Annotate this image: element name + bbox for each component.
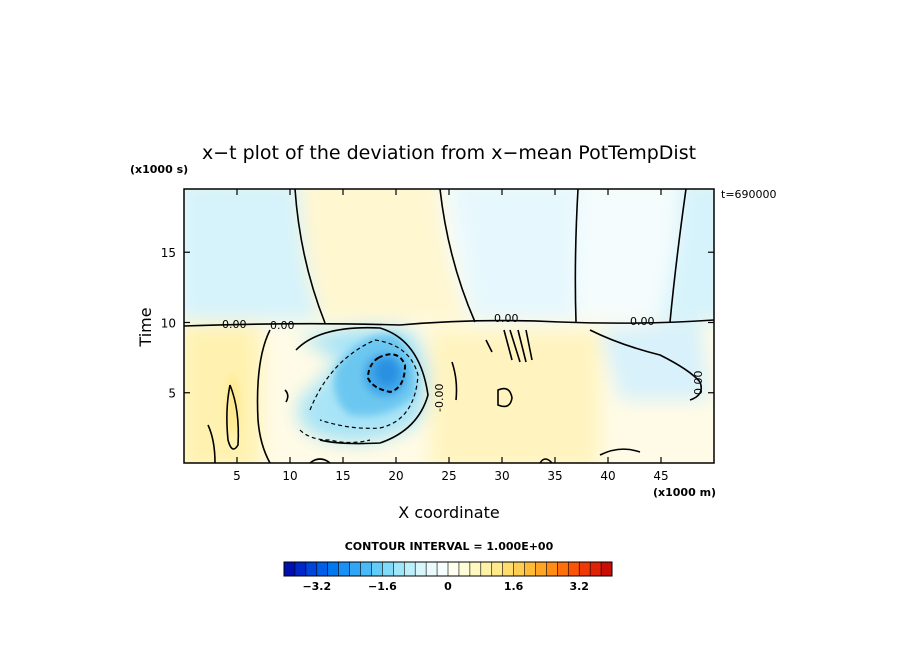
colorbar-swatch: [535, 562, 547, 576]
colorbar-swatch: [480, 562, 493, 576]
colorbar-tick-label: 3.2: [569, 580, 589, 593]
x-tick-label: 35: [547, 469, 562, 483]
contour-label: 0.00: [630, 315, 655, 328]
x-tick-label: 20: [388, 469, 403, 483]
y-tick-label: 15: [161, 246, 176, 260]
colorbar-tick-label: 1.6: [504, 580, 524, 593]
x-tick-label: 40: [600, 469, 615, 483]
colorbar-swatch: [469, 562, 482, 576]
colorbar-tick-label: −3.2: [302, 580, 331, 593]
colorbar-swatch: [316, 562, 329, 576]
y-axis-label: Time: [136, 307, 155, 347]
colorbar-swatch: [590, 562, 602, 576]
colorbar-swatch: [305, 562, 318, 576]
plot-area: 0.00 0.00 0.00 0.00 -0.00 0.00: [184, 189, 714, 463]
colorbar-swatch: [415, 562, 427, 576]
colorbar-swatch: [568, 562, 580, 576]
contour-interval-text: CONTOUR INTERVAL = 1.000E+00: [345, 540, 554, 553]
contour-label: 0.00: [222, 318, 247, 331]
x-tick-label: 10: [282, 469, 297, 483]
colorbar-swatch: [284, 562, 296, 576]
colorbar-swatch: [546, 562, 558, 576]
contour-label: 0.00: [494, 312, 519, 325]
colorbar-swatch: [601, 562, 613, 576]
colorbar-swatch: [513, 562, 525, 576]
chart-title: x−t plot of the deviation from x−mean Po…: [202, 142, 696, 164]
x-unit-label: (x1000 m): [653, 486, 716, 499]
contour-label: -0.00: [433, 384, 446, 412]
colorbar-swatch: [491, 562, 503, 576]
colorbar-swatch: [360, 562, 372, 576]
y-axis-ticks: 5 10 15: [161, 246, 714, 401]
colorbar-swatch: [426, 562, 438, 576]
colorbar-swatch: [458, 562, 471, 576]
x-tick-label: 15: [335, 469, 350, 483]
colorbar-swatch: [371, 562, 383, 576]
x-axis-ticks: 5 10 15 20 25 30 35 40 45: [233, 189, 669, 483]
colorbar-swatch: [327, 562, 339, 576]
x-axis-label: X coordinate: [398, 503, 499, 522]
colorbar-swatch: [393, 562, 405, 576]
colorbar-swatch: [524, 562, 536, 576]
colorbar-tick-label: 0: [444, 580, 452, 593]
colorbar-swatch: [502, 562, 514, 576]
y-tick-label: 5: [168, 387, 176, 401]
colorbar-swatch: [437, 562, 449, 576]
colorbar-swatch: [557, 562, 569, 576]
colorbar-swatch: [382, 562, 394, 576]
colorbar-swatch: [338, 562, 350, 576]
colorbar-swatch: [448, 562, 460, 576]
x-tick-label: 45: [653, 469, 668, 483]
colorbar-frame: [283, 561, 613, 577]
x-tick-label: 30: [494, 469, 509, 483]
y-unit-label: (x1000 s): [130, 163, 188, 176]
colorbar: [283, 561, 613, 577]
colorbar-swatch: [404, 562, 416, 576]
contour-label: 0.00: [270, 319, 295, 332]
contour-label: 0.00: [692, 371, 705, 396]
colorbar-swatch: [579, 562, 591, 576]
colorbar-swatch: [349, 562, 361, 576]
x-tick-label: 5: [233, 469, 241, 483]
colorbar-ticks: −3.2 −1.6 0 1.6 3.2: [302, 580, 589, 593]
x-tick-label: 25: [441, 469, 456, 483]
y-tick-label: 10: [161, 316, 176, 330]
colorbar-tick-label: −1.6: [368, 580, 397, 593]
time-stamp-label: t=690000: [721, 188, 777, 201]
colorbar-swatch: [294, 562, 307, 576]
